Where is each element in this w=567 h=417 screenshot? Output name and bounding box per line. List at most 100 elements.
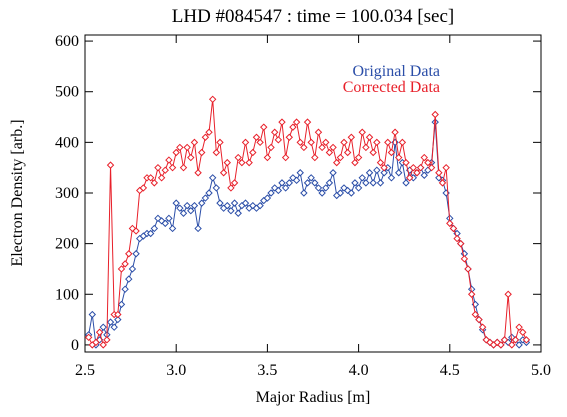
data-point: [453, 234, 461, 243]
data-point: [241, 199, 250, 207]
data-point: [114, 315, 122, 324]
data-point: [296, 138, 304, 147]
data-point: [303, 118, 312, 126]
data-point: [208, 95, 217, 104]
data-point: [278, 118, 286, 126]
data-point: [234, 153, 242, 162]
data-point: [508, 341, 516, 349]
data-point: [384, 138, 392, 147]
data-point: [172, 148, 180, 157]
data-point: [387, 148, 396, 157]
data-point: [409, 163, 418, 172]
data-point: [117, 300, 126, 309]
data-point: [358, 174, 366, 182]
data-point: [230, 179, 239, 187]
data-point: [176, 204, 184, 212]
data-point: [380, 163, 388, 172]
data-point: [267, 143, 275, 152]
data-point: [307, 174, 315, 182]
data-point: [190, 201, 199, 210]
plot-frame: [84, 34, 542, 353]
data-point: [292, 118, 301, 126]
data-point: [471, 310, 480, 319]
data-point: [146, 229, 155, 238]
data-point: [249, 148, 257, 157]
data-point: [168, 224, 177, 233]
data-point: [168, 163, 177, 172]
data-point: [340, 138, 348, 147]
data-point: [285, 179, 293, 187]
data-point: [311, 179, 319, 187]
data-point: [373, 138, 381, 147]
data-point: [212, 184, 221, 192]
data-point: [314, 128, 323, 136]
data-point: [260, 123, 268, 131]
data-point: [117, 265, 126, 273]
data-point: [183, 201, 191, 210]
data-point: [322, 184, 330, 192]
y-axis-label: Electron Density [arb.]: [9, 119, 26, 266]
data-point: [289, 174, 297, 182]
data-point: [201, 194, 210, 202]
data-point: [365, 169, 374, 177]
y-tick-label: 300: [55, 185, 79, 202]
data-point: [340, 184, 348, 192]
data-point: [318, 189, 326, 197]
data-point: [198, 148, 206, 157]
data-point: [500, 336, 509, 344]
data-point: [329, 169, 337, 177]
data-point: [234, 209, 242, 217]
data-point: [424, 158, 432, 167]
data-point: [150, 179, 159, 187]
data-point: [343, 186, 352, 195]
data-point: [95, 328, 104, 336]
data-point: [438, 179, 447, 187]
data-point: [274, 186, 283, 195]
data-point: [493, 338, 501, 347]
data-point: [442, 163, 450, 172]
data-point: [515, 323, 523, 331]
data-point: [300, 143, 308, 152]
data-point: [139, 184, 148, 192]
data-point: [256, 138, 264, 147]
data-point: [300, 189, 308, 197]
data-point: [303, 179, 312, 187]
data-point: [314, 184, 323, 192]
data-point: [318, 143, 326, 152]
data-point: [92, 338, 100, 347]
data-point: [449, 224, 458, 233]
x-tick-label: 5.0: [531, 362, 551, 379]
data-point: [263, 194, 272, 202]
data-point: [475, 315, 483, 324]
data-point: [467, 290, 476, 298]
data-point: [427, 163, 436, 172]
data-point: [245, 158, 253, 167]
data-point: [362, 143, 370, 152]
data-point: [216, 138, 224, 147]
data-point: [121, 285, 129, 293]
data-point: [405, 174, 414, 182]
data-point: [132, 227, 140, 235]
data-point: [227, 184, 235, 192]
data-point: [223, 201, 231, 210]
data-point: [347, 133, 356, 141]
data-point: [106, 161, 115, 169]
data-point: [194, 169, 202, 177]
data-point: [482, 336, 490, 344]
data-point: [227, 207, 235, 215]
data-point: [157, 174, 166, 182]
data-point: [515, 341, 523, 349]
data-point: [99, 341, 107, 349]
data-point: [435, 169, 443, 177]
data-point: [281, 184, 290, 192]
x-tick-label: 3.0: [166, 362, 186, 379]
data-point: [223, 158, 231, 167]
x-axis-label: Major Radius [m]: [256, 389, 371, 406]
chart-title: LHD #084547 : time = 100.034 [sec]: [172, 6, 454, 27]
x-tick-label: 3.5: [257, 362, 277, 379]
data-point: [99, 323, 107, 331]
data-point: [270, 128, 279, 136]
data-point: [354, 184, 363, 192]
y-tick-label: 600: [55, 33, 79, 50]
